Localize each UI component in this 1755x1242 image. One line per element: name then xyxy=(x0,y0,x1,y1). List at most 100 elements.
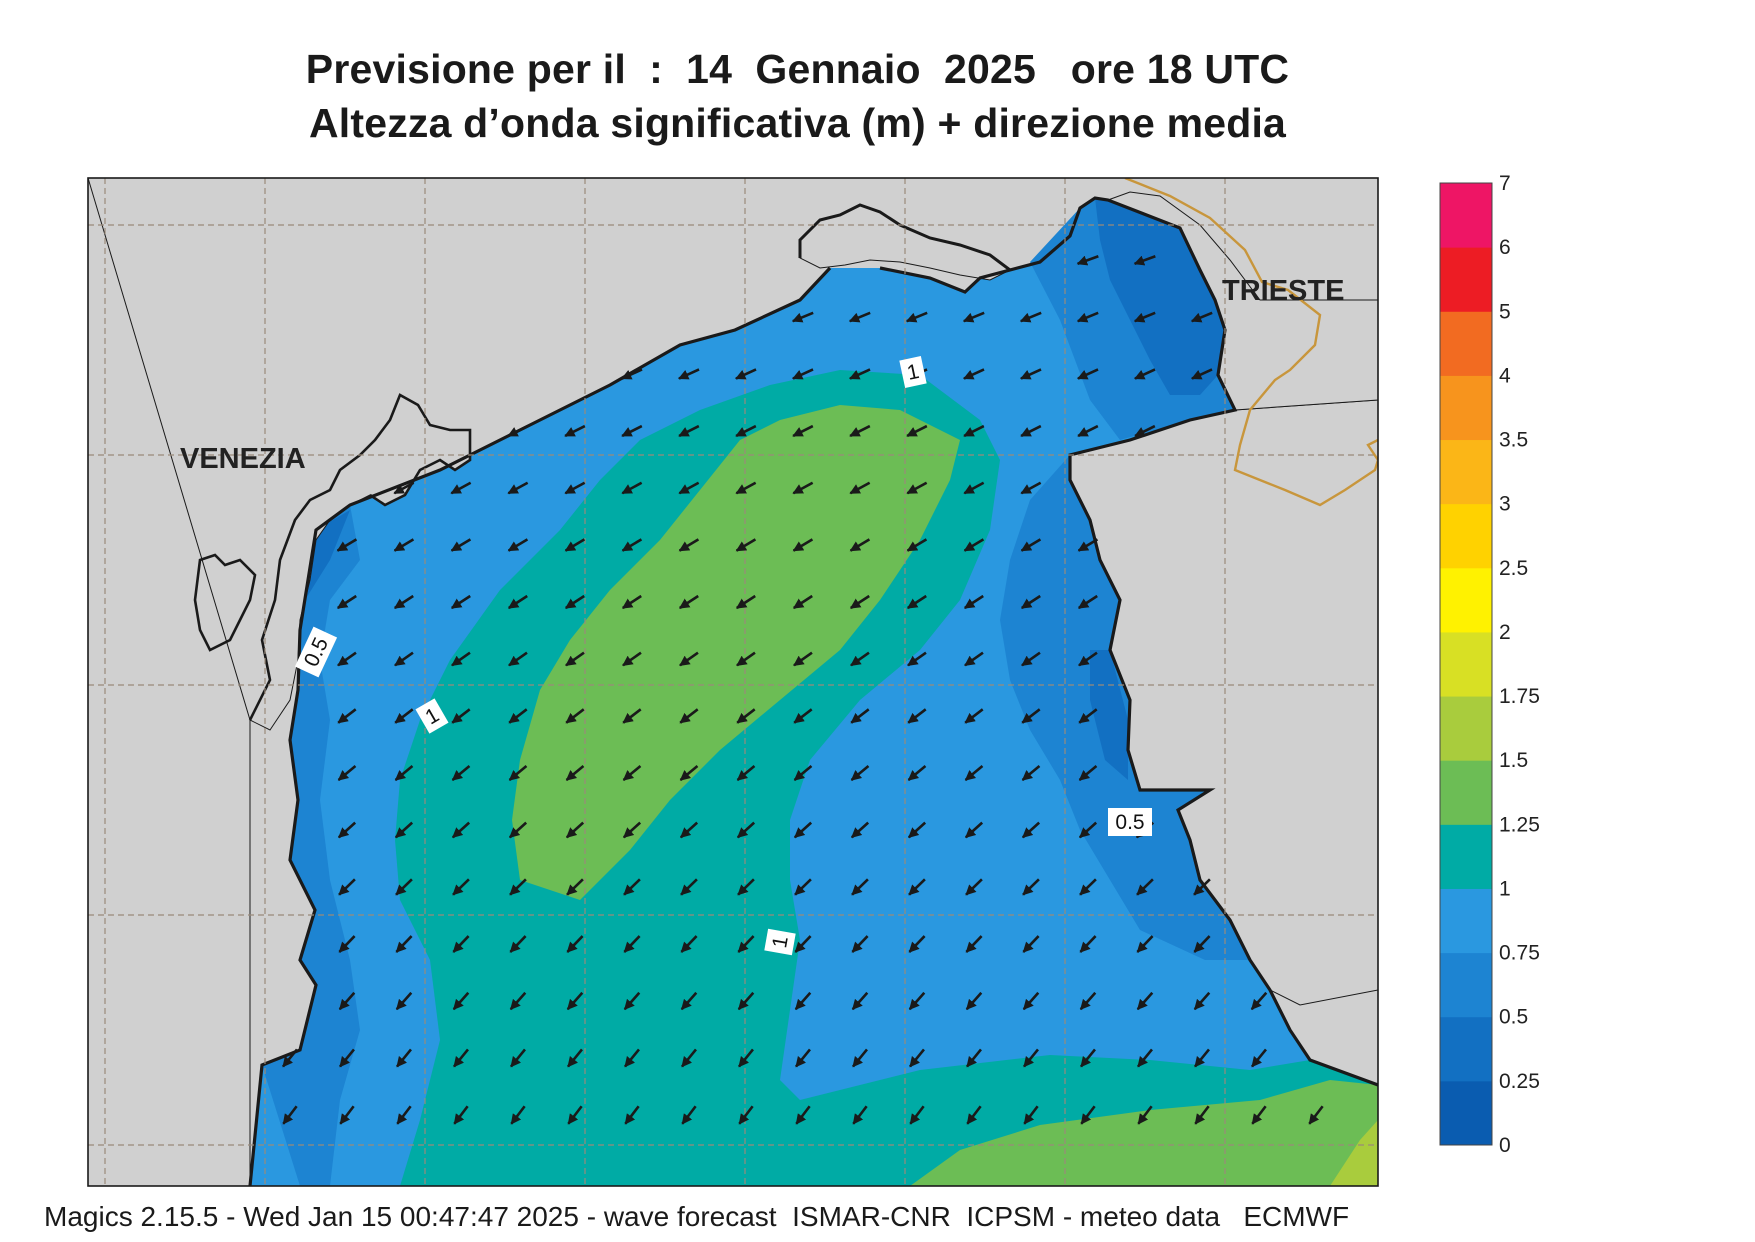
wave-arrow xyxy=(509,878,527,896)
wave-arrow xyxy=(1078,764,1098,782)
wave-arrow xyxy=(1020,481,1042,495)
wave-arrow xyxy=(339,1048,355,1068)
wave-arrow xyxy=(451,764,471,782)
wave-arrow xyxy=(621,424,643,438)
wave-arrow xyxy=(792,538,814,552)
wave-arrow xyxy=(907,764,927,782)
wave-arrow xyxy=(393,594,414,610)
wave-arrow xyxy=(1022,878,1040,896)
wave-arrow xyxy=(336,538,358,552)
wave-arrow xyxy=(906,424,928,438)
wave-arrow xyxy=(1133,311,1156,323)
colorbar-swatch xyxy=(1440,760,1492,825)
wave-arrow xyxy=(678,538,700,552)
wave-arrow xyxy=(1021,821,1041,839)
wave-arrow xyxy=(905,311,928,323)
colorbar-tick-label: 1.5 xyxy=(1499,749,1528,772)
wave-arrow xyxy=(849,538,871,552)
wave-arrow xyxy=(1194,1105,1210,1125)
wave-arrow xyxy=(793,821,813,839)
colorbar-swatch xyxy=(1440,888,1492,954)
wave-arrow xyxy=(792,481,814,495)
colorbar-swatch xyxy=(1440,1016,1492,1082)
wave-arrow xyxy=(622,764,642,782)
wave-arrow xyxy=(735,481,757,495)
wave-arrow xyxy=(1021,651,1041,667)
wave-arrow xyxy=(964,708,984,724)
wave-arrow xyxy=(906,538,928,552)
wave-arrow xyxy=(1021,708,1041,724)
wave-arrow xyxy=(735,424,757,438)
colorbar-swatch xyxy=(1440,439,1492,505)
wave-arrow xyxy=(395,878,413,896)
colorbar-tick-label: 0.25 xyxy=(1499,1070,1540,1093)
wave-arrow xyxy=(508,764,528,782)
wave-arrow xyxy=(338,878,356,896)
wave-arrow xyxy=(339,1105,355,1125)
colorbar-tick-label: 3 xyxy=(1499,493,1511,516)
wave-arrow xyxy=(963,538,985,552)
wave-arrow xyxy=(681,1048,697,1068)
wave-arrow xyxy=(1020,538,1042,552)
wave-arrow xyxy=(450,538,472,552)
wave-arrow xyxy=(737,878,755,896)
wave-arrow xyxy=(964,764,984,782)
wave-arrow xyxy=(906,481,928,495)
wave-arrow xyxy=(1136,991,1154,1011)
wave-arrow xyxy=(1191,368,1213,380)
colorbar-tick-label: 2.5 xyxy=(1499,557,1528,580)
wave-arrow xyxy=(566,935,584,953)
wave-arrow xyxy=(452,878,470,896)
wave-arrow xyxy=(792,368,814,380)
wave-arrow xyxy=(907,651,927,667)
wave-arrow xyxy=(1137,1105,1153,1125)
colorbar-tick-label: 0.75 xyxy=(1499,942,1540,965)
wave-arrow xyxy=(623,878,641,896)
wave-arrow xyxy=(851,878,869,896)
wave-arrow xyxy=(622,708,642,724)
wave-arrow xyxy=(623,935,641,953)
wave-arrow xyxy=(792,594,813,610)
wave-arrow xyxy=(793,651,813,667)
wave-arrow xyxy=(1076,311,1099,323)
wave-arrow xyxy=(906,594,927,610)
wave-arrow xyxy=(1078,651,1098,667)
wave-arrow xyxy=(1076,255,1099,266)
wave-arrow xyxy=(282,1105,298,1125)
wave-arrow xyxy=(564,424,586,438)
colorbar-swatch xyxy=(1440,311,1492,376)
wave-arrow xyxy=(964,821,984,839)
wave-arrow xyxy=(678,481,700,495)
contour-label: 1 xyxy=(415,698,449,734)
wave-arrow xyxy=(337,764,357,782)
title-forecast-time: Previsione per il : 14 Gennaio 2025 ore … xyxy=(305,46,1290,92)
wave-arrow xyxy=(848,311,871,323)
wave-arrow xyxy=(1250,991,1268,1011)
wave-arrow xyxy=(451,821,471,839)
wave-arrow xyxy=(966,1105,982,1125)
sea-zone-0.25-0.5 xyxy=(1095,198,1225,395)
wave-arrow xyxy=(1023,1048,1039,1068)
colorbar-frame xyxy=(1439,182,1493,1146)
colorbar-tick-label: 1.75 xyxy=(1499,685,1540,708)
colorbar-swatch xyxy=(1440,1080,1492,1146)
wave-arrow xyxy=(337,651,357,667)
wave-arrow xyxy=(851,991,869,1011)
wave-arrow xyxy=(1079,991,1097,1011)
wave-arrow xyxy=(850,651,870,667)
colorbar-swatch xyxy=(1440,375,1492,441)
wave-arrow xyxy=(965,878,983,896)
wave-arrow xyxy=(1194,1048,1210,1068)
wave-arrow xyxy=(679,821,699,839)
wave-arrow xyxy=(1193,878,1211,896)
svg-text:0.5: 0.5 xyxy=(1115,811,1144,834)
wave-arrow xyxy=(338,935,356,953)
wave-arrow xyxy=(963,368,985,380)
wave-arrow xyxy=(908,935,926,953)
wave-arrow xyxy=(565,764,585,782)
wave-arrow xyxy=(678,424,700,438)
wave-arrow xyxy=(1136,935,1154,953)
wave-arrow xyxy=(394,651,414,667)
wave-arrow xyxy=(735,538,757,552)
wave-arrow xyxy=(564,481,586,495)
